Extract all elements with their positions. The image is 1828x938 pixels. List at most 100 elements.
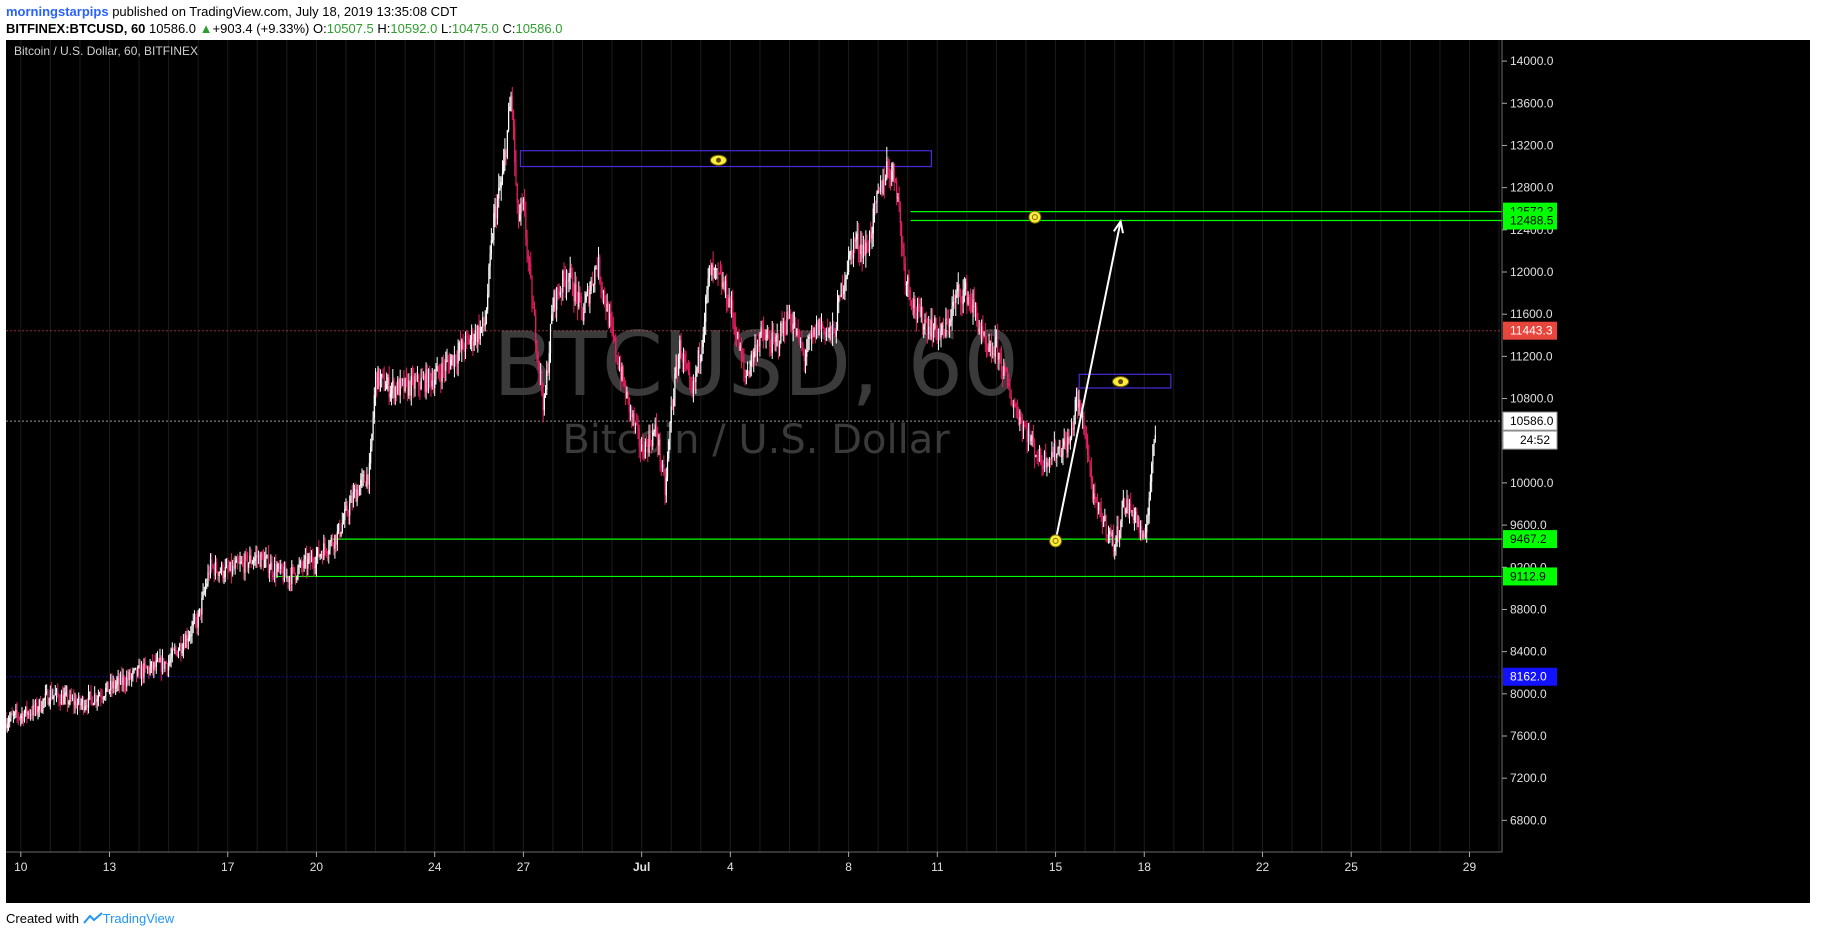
candle — [440, 363, 442, 394]
candle-body — [723, 282, 725, 291]
candle-body — [1040, 449, 1042, 464]
candle-body — [362, 474, 364, 477]
candle-body — [285, 566, 287, 578]
author-link[interactable]: morningstarpips — [6, 4, 109, 19]
candle-body — [517, 202, 520, 221]
candle — [1135, 507, 1137, 524]
candle-body — [296, 577, 298, 580]
candle-body — [508, 110, 510, 131]
candle-body — [191, 625, 193, 635]
candle-body — [193, 617, 196, 622]
candle-body — [563, 271, 565, 279]
candle — [575, 276, 577, 304]
candle — [894, 178, 897, 183]
candle — [578, 281, 580, 310]
candle — [354, 484, 356, 499]
candle-body — [148, 667, 150, 674]
candle-body — [483, 317, 485, 326]
candle-body — [779, 343, 781, 348]
symbol-interval: BITFINEX:BTCUSD, 60 — [6, 21, 146, 36]
candle — [1062, 438, 1064, 466]
candle — [553, 289, 555, 312]
candle — [611, 311, 613, 337]
candle — [573, 282, 575, 313]
candle-body — [280, 564, 282, 569]
candle-body — [1088, 455, 1090, 461]
candle — [1083, 411, 1085, 436]
candle-body — [440, 375, 442, 382]
candle-body — [228, 570, 230, 572]
candle-body — [812, 333, 814, 335]
candle — [859, 245, 861, 266]
candle-body — [607, 303, 609, 326]
candle — [384, 380, 387, 392]
candle — [941, 322, 943, 336]
y-tick-label: 8000.0 — [1510, 687, 1547, 701]
candle-body — [908, 276, 910, 290]
candle — [168, 655, 170, 678]
candle-body — [628, 397, 630, 413]
candle-body — [101, 697, 103, 699]
candle-body — [982, 326, 984, 335]
candle — [1078, 389, 1080, 416]
candle — [700, 354, 702, 374]
candle — [974, 302, 977, 321]
candle-body — [740, 345, 743, 357]
candle-body — [1109, 530, 1111, 535]
candle-body — [426, 369, 428, 391]
candle — [732, 289, 734, 330]
candle — [273, 556, 276, 583]
candle — [76, 698, 79, 715]
candle-body — [9, 718, 11, 722]
candle-body — [985, 344, 988, 347]
candle — [176, 650, 178, 658]
candle-body — [904, 264, 906, 286]
candle — [521, 193, 523, 212]
candle-body — [702, 334, 704, 348]
candle — [882, 168, 884, 196]
candle — [180, 635, 182, 662]
candle-body — [880, 180, 882, 192]
candle-body — [487, 294, 489, 310]
candle-body — [1035, 455, 1037, 457]
candle — [1019, 409, 1021, 432]
candle-body — [477, 326, 479, 342]
candle-body — [414, 379, 416, 389]
candle-body — [388, 377, 390, 398]
tradingview-brand[interactable]: TradingView — [102, 911, 175, 926]
candle-body — [615, 337, 617, 356]
candle-body — [145, 665, 148, 669]
candle-body — [1126, 499, 1128, 510]
candle-body — [58, 695, 60, 702]
candle-body — [241, 561, 244, 563]
candle-body — [1043, 452, 1046, 469]
candle — [509, 96, 511, 112]
candle-body — [945, 318, 947, 336]
candle — [373, 387, 375, 424]
candle — [913, 291, 915, 319]
candle — [1109, 527, 1111, 544]
candle-body — [253, 561, 255, 563]
candle-body — [907, 276, 909, 284]
candle-body — [891, 171, 893, 180]
candle — [659, 432, 661, 472]
candle — [643, 449, 645, 462]
candle-body — [1030, 439, 1032, 441]
candle-body — [729, 297, 731, 308]
candle — [1070, 418, 1073, 441]
candle — [992, 342, 994, 359]
target-icon — [1028, 210, 1042, 224]
candle — [39, 695, 42, 713]
candle — [461, 338, 463, 363]
candle-body — [1061, 455, 1063, 457]
candle — [1032, 424, 1034, 448]
candle-body — [814, 328, 816, 338]
candle — [666, 451, 669, 482]
candle-body — [103, 696, 106, 698]
candle-body — [128, 671, 130, 680]
candle — [1144, 524, 1147, 539]
candle — [875, 200, 877, 215]
candle — [1041, 455, 1043, 477]
